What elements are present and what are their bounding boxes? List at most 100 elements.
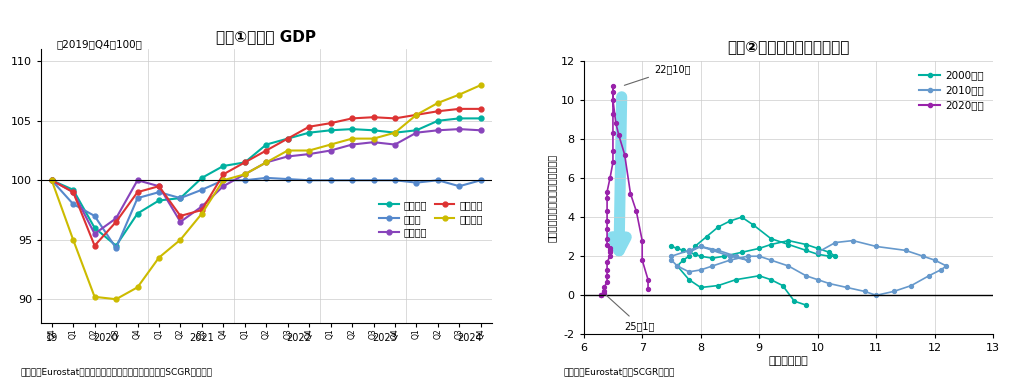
フランス	[454, 127, 466, 131]
Text: （出所：EurostatよりSCGR作成）: （出所：EurostatよりSCGR作成）	[563, 367, 675, 376]
ドイツ	[196, 187, 208, 192]
2000年代	[735, 215, 748, 219]
ユーロ圏	[153, 198, 165, 203]
フランス	[217, 184, 229, 188]
ユーロ圏	[432, 119, 444, 123]
ユーロ圏	[303, 130, 315, 135]
2010年代	[666, 258, 678, 263]
2000年代	[718, 254, 730, 258]
フランス	[475, 128, 487, 133]
Y-axis label: 消費者物価指数（前年同月比％）: 消費者物価指数（前年同月比％）	[547, 154, 556, 242]
ユーロ圏	[45, 178, 57, 182]
ドイツ	[411, 180, 423, 185]
フランス	[346, 142, 358, 147]
2020年代	[607, 98, 620, 102]
2010年代	[694, 268, 707, 272]
2000年代	[765, 236, 777, 241]
2000年代	[730, 277, 742, 282]
2010年代	[829, 240, 842, 245]
ドイツ	[239, 178, 251, 182]
2020年代	[612, 133, 625, 137]
2020年代	[604, 250, 616, 255]
ユーロ圏	[260, 142, 272, 147]
2000年代	[689, 244, 701, 249]
Line: フランス: フランス	[49, 127, 483, 236]
Line: ユーロ圏: ユーロ圏	[49, 116, 483, 248]
フランス	[67, 190, 79, 195]
スペイン	[303, 148, 315, 153]
イタリア	[303, 124, 315, 129]
2000年代	[800, 248, 812, 253]
2020年代	[607, 90, 620, 94]
2000年代	[776, 283, 788, 288]
スペイン	[389, 130, 401, 135]
2010年代	[694, 244, 707, 249]
イタリア	[325, 121, 337, 125]
2010年代	[683, 269, 695, 274]
2010年代	[707, 248, 719, 253]
イタリア	[110, 220, 122, 224]
2000年代	[677, 248, 689, 253]
2020年代	[601, 279, 613, 284]
Text: （2019年Q4＝100）: （2019年Q4＝100）	[56, 40, 142, 49]
Line: 2010年代: 2010年代	[670, 239, 948, 297]
スペイン	[88, 294, 100, 299]
スペイン	[346, 136, 358, 141]
Text: （出所：Eurostatより住友商事グローバルリサーチ（SCGR）作成）: （出所：Eurostatより住友商事グローバルリサーチ（SCGR）作成）	[20, 367, 213, 376]
スペイン	[239, 172, 251, 177]
イタリア	[282, 136, 294, 141]
2000年代	[765, 242, 777, 247]
2000年代	[800, 303, 812, 307]
2010年代	[683, 250, 695, 255]
Line: イタリア: イタリア	[49, 106, 483, 248]
2000年代	[689, 252, 701, 257]
2010年代	[916, 254, 929, 258]
2020年代	[598, 285, 610, 290]
フランス	[174, 220, 186, 224]
イタリア	[153, 184, 165, 188]
2010年代	[870, 293, 883, 298]
2010年代	[730, 254, 742, 258]
2010年代	[905, 283, 918, 288]
イタリア	[45, 178, 57, 182]
2020年代	[607, 131, 620, 135]
スペイン	[110, 297, 122, 301]
ドイツ	[368, 178, 380, 182]
2020年代	[601, 209, 613, 214]
2020年代	[636, 238, 648, 243]
2000年代	[666, 244, 678, 249]
X-axis label: 失業率（％）: 失業率（％）	[769, 356, 808, 366]
2010年代	[724, 258, 736, 263]
2020年代	[595, 293, 607, 298]
ドイツ	[88, 214, 100, 218]
2000年代	[677, 258, 689, 263]
ユーロ圏	[454, 116, 466, 121]
2000年代	[782, 242, 795, 247]
イタリア	[389, 116, 401, 121]
2010年代	[753, 254, 765, 258]
2000年代	[712, 225, 724, 229]
イタリア	[239, 160, 251, 165]
2000年代	[753, 274, 765, 278]
ユーロ圏	[282, 136, 294, 141]
ユーロ圏	[368, 128, 380, 133]
Line: 2020年代: 2020年代	[599, 84, 650, 297]
2010年代	[712, 248, 724, 253]
2020年代	[630, 209, 642, 214]
ドイツ	[346, 178, 358, 182]
ユーロ圏	[174, 196, 186, 200]
2010年代	[858, 289, 870, 294]
2020年代	[607, 160, 620, 165]
2000年代	[823, 250, 836, 255]
ドイツ	[282, 177, 294, 181]
フランス	[260, 160, 272, 165]
Text: 22年10月: 22年10月	[625, 65, 690, 86]
フランス	[389, 142, 401, 147]
2020年代	[609, 121, 622, 126]
2010年代	[666, 254, 678, 258]
Line: 2000年代: 2000年代	[670, 215, 838, 307]
イタリア	[196, 208, 208, 212]
ユーロ圏	[346, 127, 358, 131]
Text: 2023: 2023	[372, 332, 396, 342]
2020年代	[607, 111, 620, 116]
